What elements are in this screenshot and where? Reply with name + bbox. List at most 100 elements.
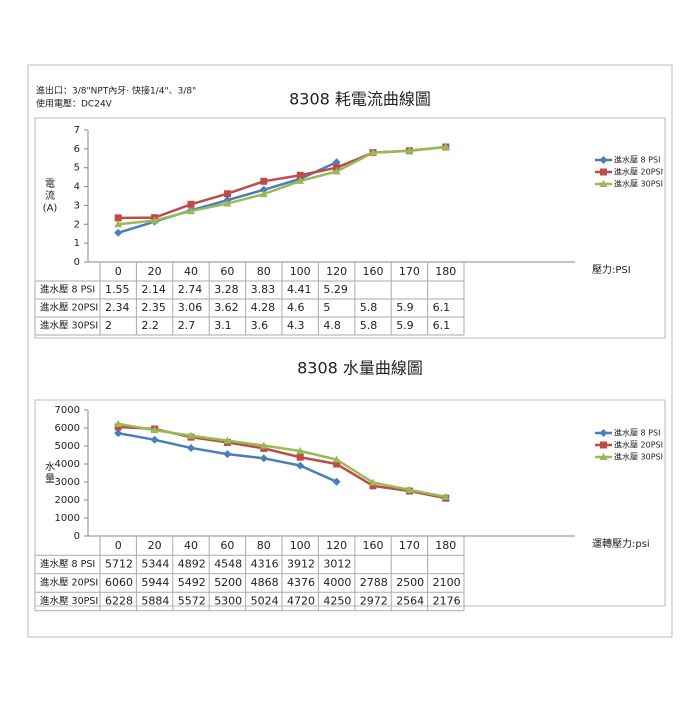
x-tick-label: 170 [399,539,420,552]
table-cell: 4548 [214,558,242,571]
legend-label: 進水壓 8 PSI [614,428,660,438]
point [369,148,377,156]
header-line: 進出口：3/8"NPT內牙‧ 快接1/4"、3/8" [36,85,196,97]
table-cell: 5.8 [360,319,378,332]
y-tick-label: 0 [74,531,80,542]
legend-marker [599,453,608,460]
legend-label: 進水壓 30PSI [614,179,663,189]
table-cell: 5.9 [396,301,414,314]
point [259,441,268,449]
table-cell: 5 [323,301,330,314]
point [114,220,123,228]
point [150,426,159,434]
x-tick-label: 20 [148,539,162,552]
point [441,492,450,500]
y-tick-label: 4 [74,182,80,193]
legend-marker [600,441,607,449]
y-tick-label: 5 [74,163,80,174]
point [260,177,268,185]
point [405,485,414,493]
table-cell: 2100 [433,576,461,589]
legend-label: 進水壓 30PSI [614,452,663,462]
point [405,146,414,154]
header-line: 使用電壓：DC24V [36,98,113,110]
point [187,200,195,208]
table-cell: 4.3 [287,319,305,332]
point [223,436,232,444]
y-axis-label: (A) [43,203,58,214]
point [223,199,232,207]
table-cell: 5200 [214,576,242,589]
chart-frame [34,399,666,607]
table-cell: 4892 [178,558,206,571]
table-cell: 4720 [287,595,315,608]
row-label: 進水壓 30PSI [40,595,98,607]
point [332,167,341,175]
table-cell: 4000 [323,576,351,589]
x-tick-label: 0 [115,539,122,552]
table-cell: 2.34 [105,301,130,314]
y-tick-label: 3 [74,200,80,211]
point [114,228,123,237]
y-axis-label: 流 [45,189,55,202]
x-tick-label: 160 [363,265,384,278]
x-tick-label: 170 [399,265,420,278]
x-tick-label: 120 [326,265,347,278]
y-tick-label: 7000 [55,405,80,416]
row-label: 進水壓 8 PSI [40,558,95,570]
point [114,423,122,431]
table-cell: 6060 [105,576,133,589]
table-cell: 5712 [105,558,133,571]
point [296,461,305,470]
row-label: 進水壓 20PSI [40,577,98,589]
chart-title: 8308 耗電流曲線圖 [289,90,431,109]
y-tick-label: 2000 [55,495,80,506]
outer-frame [27,64,673,638]
x-tick-label: 0 [115,265,122,278]
point [296,453,304,461]
table-cell: 4.28 [251,301,276,314]
table-cell: 6228 [105,595,133,608]
table-cell: 2.14 [141,283,166,296]
table-cell: 2176 [433,595,461,608]
point [223,190,231,198]
x-tick-label: 40 [184,265,198,278]
x-tick-label: 60 [220,539,234,552]
series-line [117,422,447,499]
table-cell: 4868 [251,576,279,589]
point [369,478,377,486]
table-cell: 3.1 [214,319,232,332]
point [114,429,123,438]
table-cell: 5492 [178,576,206,589]
row-label: 進水壓 8 PSI [40,284,95,296]
y-axis-label: 量 [45,473,55,485]
point [369,482,377,490]
point [296,176,305,184]
point [187,431,195,439]
table-cell: 6.1 [433,301,451,314]
y-tick-label: 1000 [55,513,80,524]
point [259,454,268,463]
legend-label: 進水壓 20PSI [614,167,663,177]
legend-marker [600,168,607,176]
point [296,171,304,179]
table-cell: 2788 [360,576,388,589]
table-cell: 2.74 [178,283,203,296]
legend-marker [599,429,608,437]
x-tick-label: 180 [435,265,456,278]
series-line [118,145,446,220]
table-cell: 3.62 [214,301,239,314]
table-cell: 5572 [178,595,206,608]
point [114,214,122,222]
x-tick-label: 180 [435,539,456,552]
y-tick-label: 7 [74,125,80,136]
table-cell: 3.6 [251,319,269,332]
legend-marker [599,180,608,187]
point [150,216,159,224]
point [259,190,268,198]
x-tick-label: 120 [326,539,347,552]
point [296,447,305,455]
point [441,142,450,150]
point [114,419,123,427]
table-cell: 5024 [251,595,279,608]
